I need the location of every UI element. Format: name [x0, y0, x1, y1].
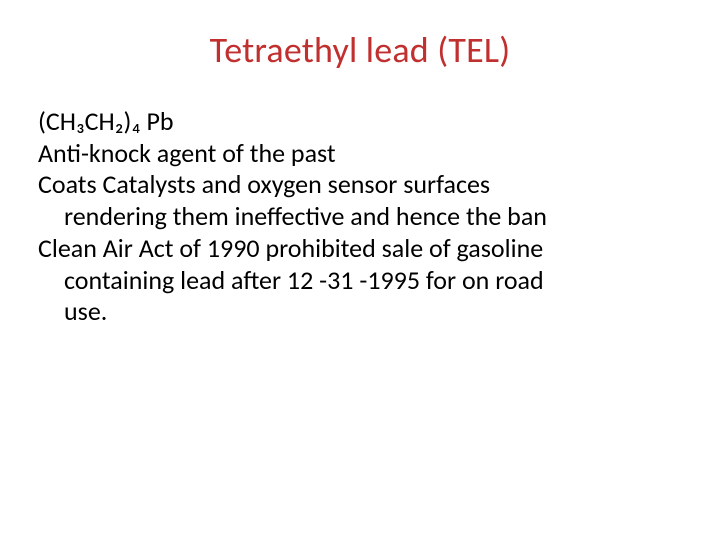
- body-line-3: Coats Catalysts and oxygen sensor surfac…: [38, 169, 682, 201]
- slide: Tetraethyl lead (TEL) (CH₃CH₂)₄ Pb Anti-…: [0, 0, 720, 540]
- slide-title: Tetraethyl lead (TEL): [38, 28, 682, 72]
- body-line-6: containing lead after 12 -31 -1995 for o…: [38, 265, 682, 297]
- body-line-7: use.: [38, 296, 682, 328]
- body-line-1: (CH₃CH₂)₄ Pb: [38, 106, 682, 138]
- body-line-5: Clean Air Act of 1990 prohibited sale of…: [38, 233, 682, 265]
- body-line-4: rendering them ineffective and hence the…: [38, 201, 682, 233]
- body-line-2: Anti-knock agent of the past: [38, 138, 682, 170]
- slide-body: (CH₃CH₂)₄ Pb Anti-knock agent of the pas…: [38, 106, 682, 328]
